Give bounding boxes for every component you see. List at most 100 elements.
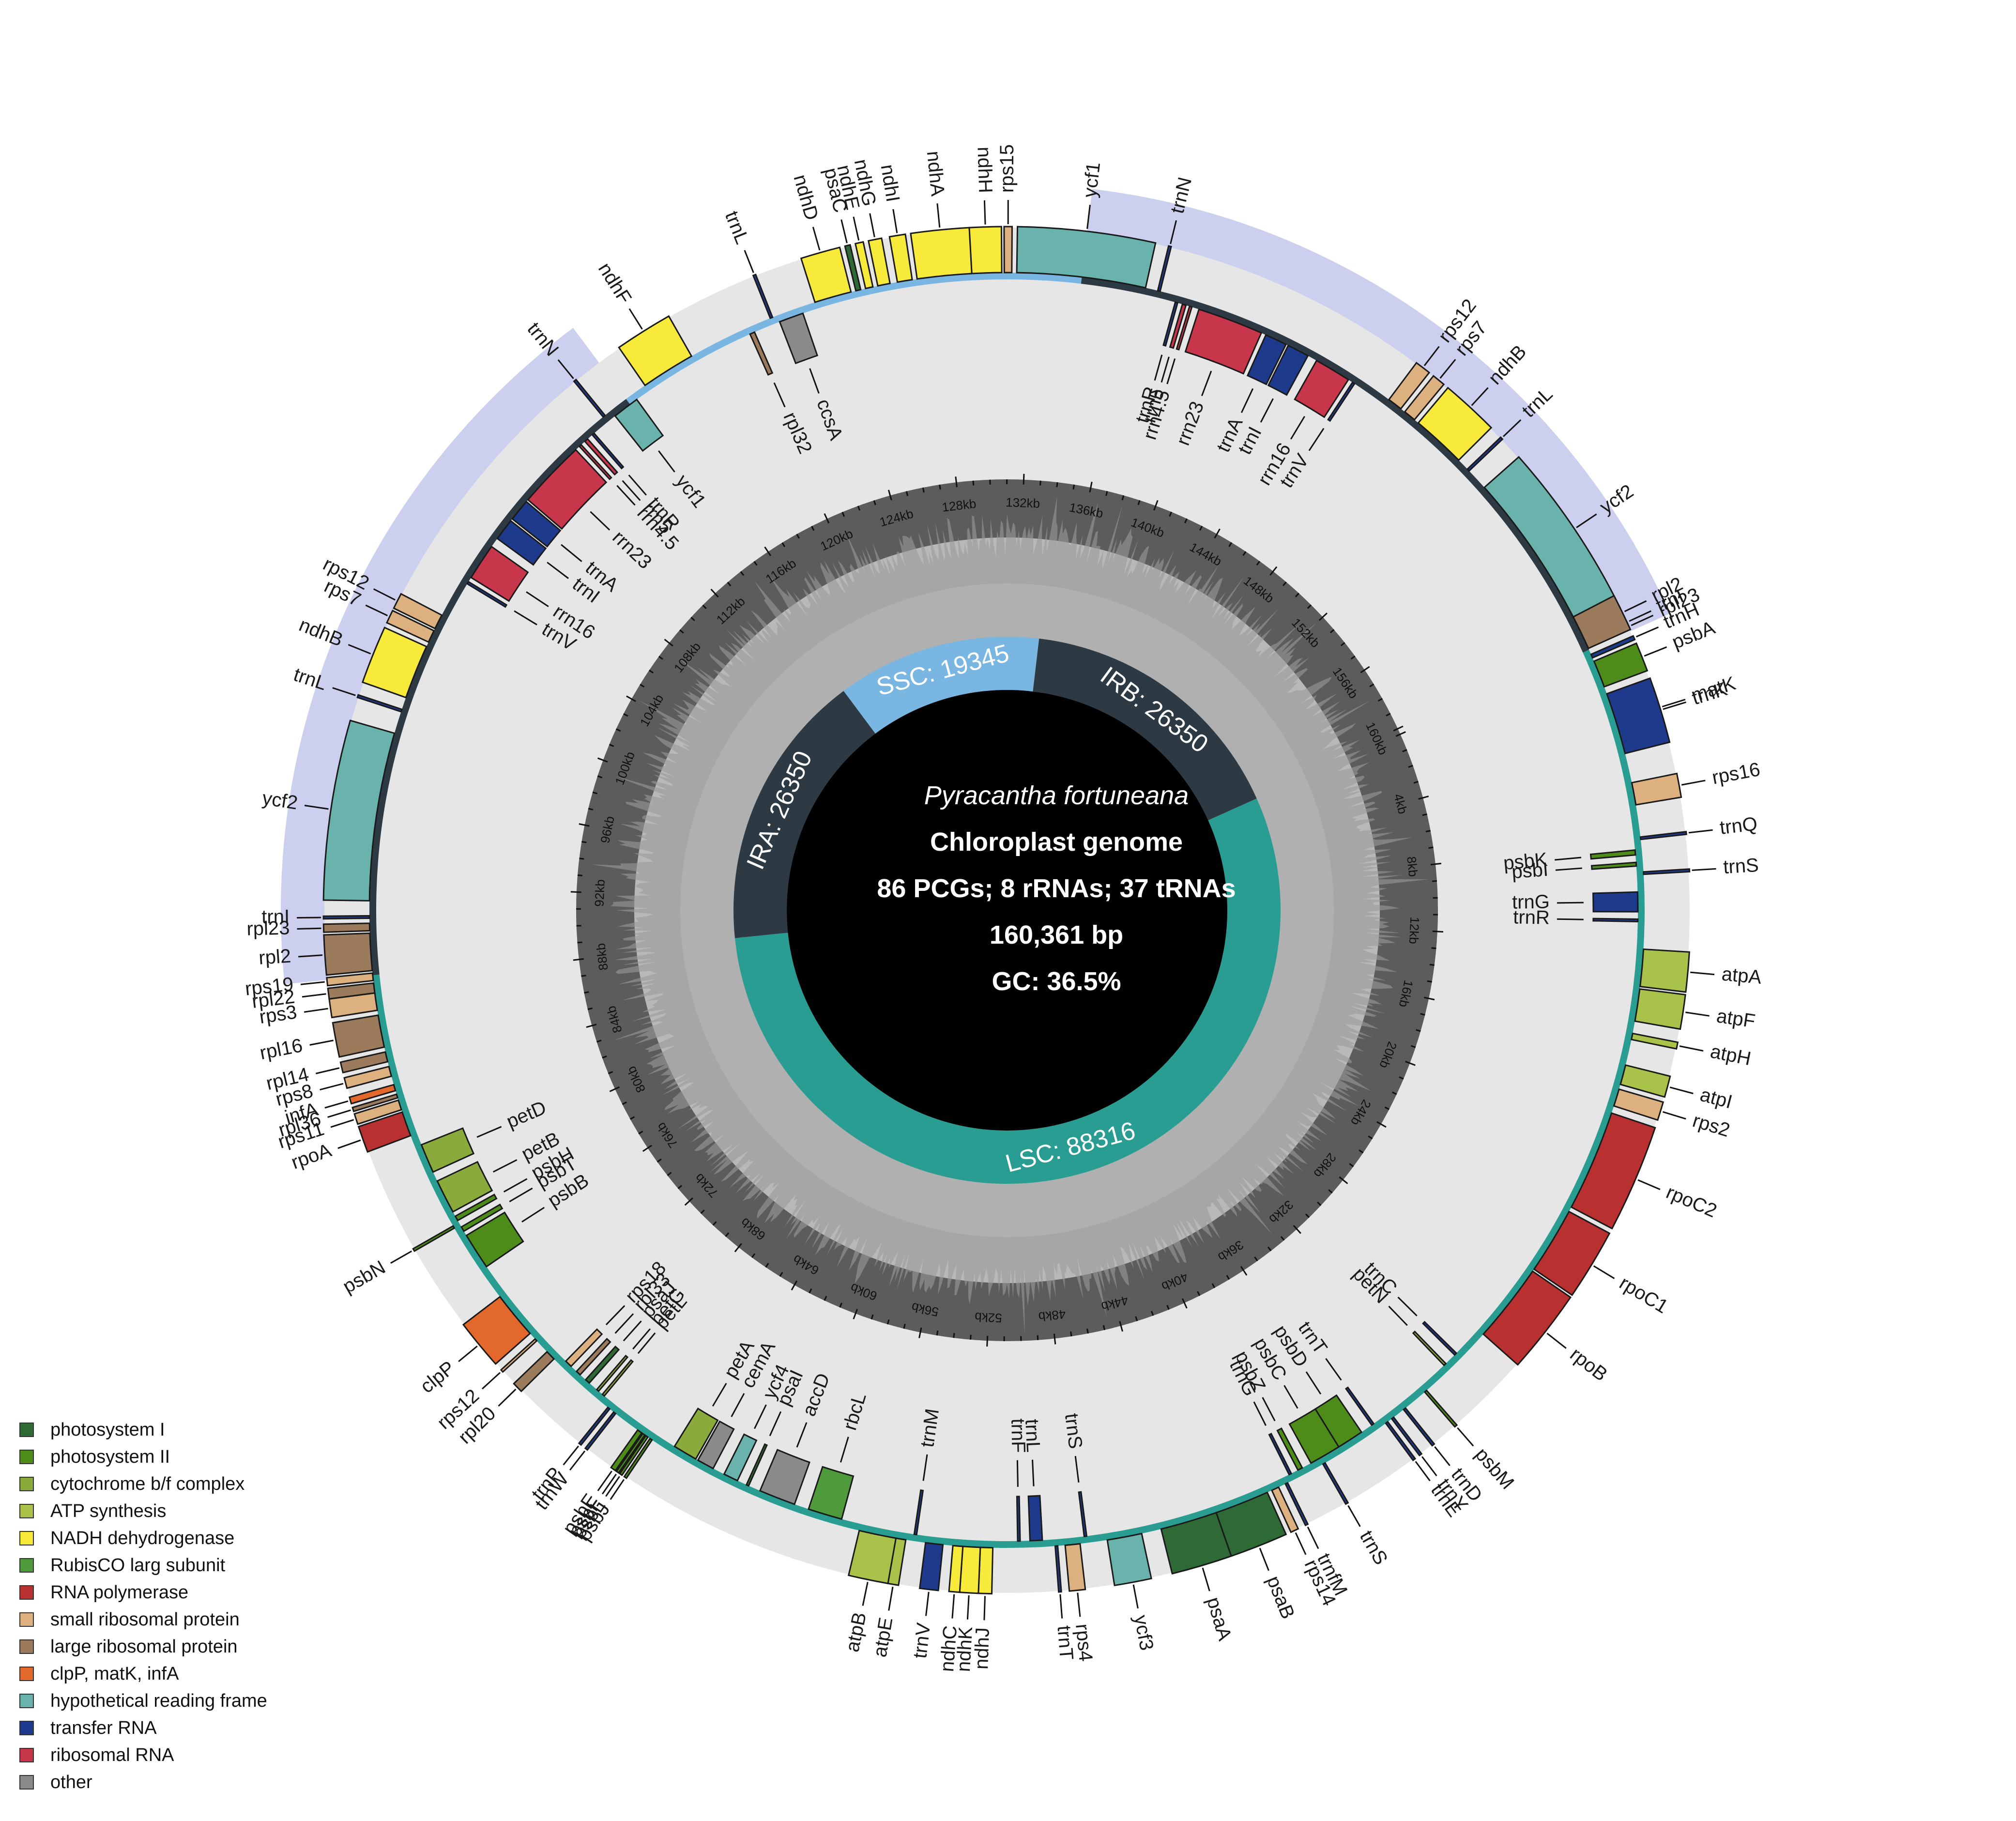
tick-mark	[1377, 698, 1383, 702]
gene-leader	[628, 308, 643, 330]
tick-mark	[791, 1280, 798, 1291]
gene-leader	[1253, 1401, 1267, 1426]
tick-mark	[839, 1302, 842, 1308]
gene-leader	[330, 1119, 354, 1128]
gene-leader	[628, 474, 647, 496]
tick-mark	[658, 656, 663, 660]
tick-mark	[1420, 1013, 1425, 1016]
gene-leader	[1325, 1358, 1342, 1381]
tick-mark	[577, 941, 582, 944]
gene-leader	[983, 200, 986, 225]
gene-label: rps19	[244, 973, 294, 999]
gene-label: rpoC1	[1616, 1272, 1672, 1317]
gene-leader	[304, 805, 329, 810]
gene-block-ccsa	[779, 312, 819, 365]
gene-leader	[514, 610, 537, 626]
gene-leader	[1679, 1045, 1704, 1052]
gene-block-rrn45	[578, 444, 612, 480]
gene-leader	[614, 1313, 634, 1334]
gene-block-rps4	[1064, 1543, 1086, 1592]
gene-block-trng	[1268, 1433, 1293, 1476]
gene-block-ndhb	[1417, 386, 1493, 461]
gene-block-trnr	[591, 432, 625, 470]
gene-block-rpl16	[332, 1014, 385, 1058]
gene-block-rps2	[1613, 1088, 1665, 1121]
gene-leader	[1593, 1265, 1615, 1279]
gene-block-trnl	[1027, 1495, 1043, 1542]
tick-mark	[796, 534, 800, 539]
tick-mark	[1386, 713, 1391, 717]
gene-block-trne	[1385, 1421, 1417, 1462]
gene-leader	[1555, 857, 1582, 861]
gene-block-trnt	[1054, 1545, 1062, 1593]
tick-mark	[764, 546, 772, 556]
gene-label: trnT	[1053, 1625, 1077, 1661]
gene-block-rps11	[353, 1099, 402, 1125]
gene-block-psbm	[1423, 1389, 1458, 1428]
tick-mark	[1317, 1201, 1322, 1206]
gene-label: ycf3	[1130, 1613, 1158, 1652]
tick-mark	[649, 669, 654, 674]
gene-leader	[302, 993, 326, 998]
tick-mark	[727, 581, 732, 587]
legend-item: NADH dehydrogenase	[19, 1525, 267, 1552]
tick-mark	[1153, 500, 1159, 511]
gene-block-peta	[673, 1408, 719, 1460]
gene-block-psaa	[1160, 1512, 1233, 1575]
tick-mark	[1197, 1291, 1201, 1296]
gene-block-psac	[844, 244, 862, 292]
gene-leader	[951, 1594, 955, 1619]
tick-mark	[1023, 474, 1025, 485]
tick-mark	[1169, 511, 1172, 517]
gene-block-rpl33	[575, 1338, 611, 1376]
gene-label: atpE	[869, 1616, 897, 1658]
gene-leader	[1086, 204, 1091, 229]
genome-type: Chloroplast genome	[930, 827, 1183, 857]
tick-mark	[1360, 666, 1370, 673]
tick-mark	[1429, 964, 1435, 966]
gene-leader	[300, 981, 325, 985]
tick-mark	[1089, 481, 1093, 493]
tick-mark	[1413, 780, 1419, 784]
gene-block-trnv	[1327, 381, 1356, 422]
tick-mark	[1254, 1256, 1258, 1262]
tick-mark	[592, 791, 598, 795]
tick-mark	[1228, 542, 1233, 547]
tick-mark	[1376, 1121, 1387, 1128]
tick-mark	[1368, 1135, 1373, 1140]
gene-leader	[769, 1411, 782, 1437]
gene-block-psbb	[465, 1211, 524, 1268]
legend-swatch	[19, 1585, 34, 1600]
gene-block-trny	[1390, 1416, 1423, 1457]
gene-label: ndhK	[953, 1626, 977, 1672]
tick-mark	[609, 1086, 620, 1092]
gene-block-trnw	[584, 1411, 617, 1451]
tick-mark	[1395, 731, 1406, 737]
tick-mark	[623, 713, 628, 717]
gene-block-trnq	[1639, 831, 1687, 841]
legend-swatch	[19, 1612, 34, 1627]
gene-block-accd	[759, 1449, 810, 1505]
gene-block-petl	[601, 1359, 634, 1397]
gene-label: atpB	[841, 1610, 871, 1654]
tick-mark	[640, 684, 645, 688]
gene-leader	[610, 1479, 625, 1500]
tick-mark	[1240, 1266, 1248, 1276]
tick-label: 92kb	[592, 879, 607, 907]
tick-mark	[1105, 491, 1108, 496]
tick-mark	[972, 480, 975, 486]
gene-block-rpl14	[339, 1051, 389, 1074]
gene-leader	[1688, 829, 1713, 834]
species-name: Pyracantha fortuneana	[924, 781, 1189, 810]
tick-mark	[936, 1331, 939, 1336]
gene-block-petb	[436, 1161, 493, 1213]
gene-leader	[332, 687, 356, 696]
gene-leader	[605, 1476, 620, 1497]
legend-item: RubisCO larg subunit	[19, 1552, 267, 1579]
gene-leader	[632, 1328, 651, 1350]
gene-block-clpp	[462, 1296, 531, 1365]
legend-label: ATP synthesis	[50, 1500, 167, 1521]
gene-block-psbn	[412, 1225, 456, 1252]
gene-block-ycf3	[1106, 1532, 1152, 1587]
gene-block-rps12	[393, 593, 443, 630]
